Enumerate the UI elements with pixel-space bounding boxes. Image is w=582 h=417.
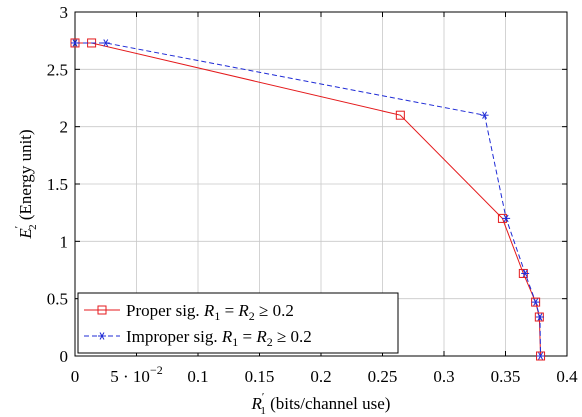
- data-point: [535, 313, 544, 321]
- series-improper: [71, 39, 545, 360]
- data-point: [521, 269, 530, 278]
- x-tick-label: 0.25: [368, 367, 398, 386]
- x-tick-label: 5 · 10−2: [110, 363, 162, 386]
- legend: Proper sig. R1 = R2 ≥ 0.2 Improper sig. R…: [77, 292, 399, 354]
- y-tick-label: 3: [60, 3, 69, 22]
- legend-label: Proper sig. R1 = R2 ≥ 0.2: [126, 301, 294, 323]
- y-axis-label: E′ 2 (Energy unit): [13, 129, 39, 239]
- legend-item: Improper sig. R1 = R2 ≥ 0.2: [84, 327, 312, 349]
- legend-marker: [97, 305, 107, 315]
- x-tick-label: 0.1: [187, 367, 208, 386]
- legend-item: Proper sig. R1 = R2 ≥ 0.2: [84, 301, 294, 323]
- x-tick-label: 0.2: [310, 367, 331, 386]
- y-tick-label: 0: [60, 347, 69, 366]
- x-tick-label: 0.4: [556, 367, 578, 386]
- x-tick-label: 0: [71, 367, 80, 386]
- series: [70, 38, 546, 361]
- data-point: [395, 110, 405, 120]
- y-tick-label: 2: [60, 118, 69, 137]
- legend-box: [77, 292, 399, 354]
- y-tick-label: 0.5: [47, 290, 68, 309]
- x-tick-label: 0.3: [433, 367, 454, 386]
- x-tick-label: 0.35: [491, 367, 521, 386]
- data-point: [536, 352, 545, 360]
- legend-label: Improper sig. R1 = R2 ≥ 0.2: [126, 327, 312, 349]
- data-point: [71, 39, 79, 47]
- axis-ticks: 0 5 · 10−2 0.1 0.15 0.2 0.25 0.3 0.35 0.4 0 0.5 1 1.…: [47, 3, 578, 386]
- legend-marker: [98, 332, 106, 340]
- y-tick-label: 1.5: [47, 175, 68, 194]
- x-tick-label: 0.15: [245, 367, 275, 386]
- data-point: [502, 214, 511, 223]
- y-tick-label: 2.5: [47, 60, 68, 79]
- data-point: [101, 39, 110, 47]
- data-point: [480, 111, 489, 119]
- x-axis-label: R′ 1 (bits/channel use): [251, 391, 391, 417]
- data-point: [531, 298, 540, 306]
- y-tick-label: 1: [60, 232, 69, 251]
